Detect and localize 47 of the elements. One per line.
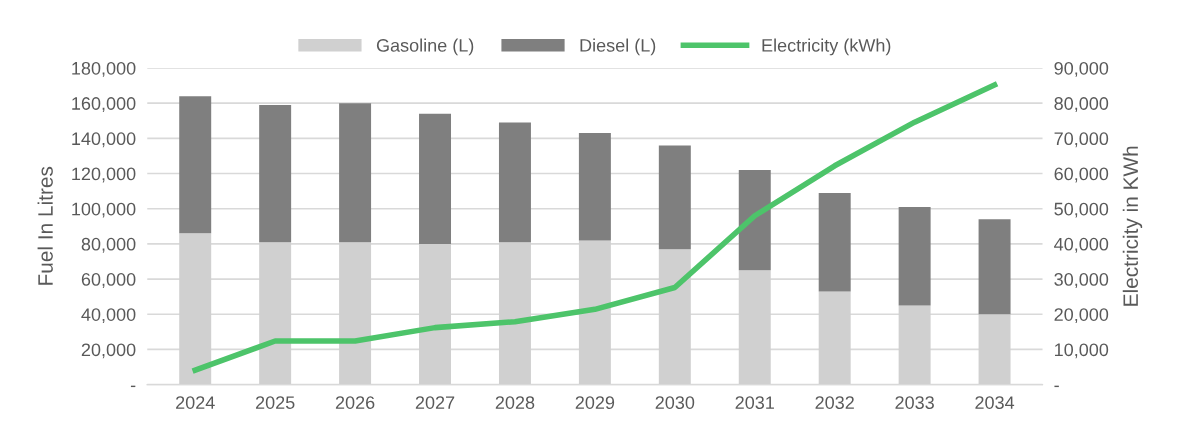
x-tick-label: 2027 (415, 396, 455, 409)
y2-tick-label: 90,000 (1054, 61, 1109, 77)
y2-tick-label: - (1054, 385, 1059, 388)
y-tick-label: 40,000 (81, 308, 136, 324)
bar (818, 192, 851, 292)
bar (978, 219, 1011, 315)
y2-tick-label: 30,000 (1054, 273, 1109, 288)
y-tick-label: 20,000 (81, 343, 136, 359)
y2-tick-label: 10,000 (1055, 343, 1109, 359)
y2-tick-label: 80,000 (1054, 97, 1109, 113)
bar (578, 133, 611, 241)
y-tick-label: 60,000 (81, 273, 136, 288)
bar (419, 113, 452, 244)
y-tick-label: 160,000 (72, 97, 136, 113)
legend-label: Gasoline (L) (376, 38, 474, 56)
y2-tick-label: 60,000 (1054, 167, 1109, 183)
bar (658, 145, 691, 250)
x-tick-label: 2033 (895, 396, 934, 409)
bar (259, 104, 292, 243)
x-tick-label: 2032 (815, 396, 854, 409)
y2-axis-title: Electricity in KWh (1122, 146, 1143, 306)
bar (498, 122, 531, 243)
y-tick-label: 120,000 (72, 167, 136, 183)
x-tick-label: 2030 (655, 396, 695, 409)
bar (898, 206, 931, 306)
y-tick-label: 80,000 (81, 237, 136, 253)
legend-label: Diesel (L) (580, 38, 656, 56)
x-tick-label: 2034 (975, 396, 1015, 409)
y2-tick-label: 20,000 (1054, 308, 1109, 324)
y-axis-title: Fuel In Litres (37, 166, 53, 285)
y2-tick-label: 40,000 (1054, 237, 1109, 253)
x-tick-label: 2026 (335, 396, 375, 409)
x-tick-label: 2028 (495, 396, 535, 409)
y2-tick-label: 70,000 (1054, 132, 1109, 148)
x-tick-label: 2029 (575, 396, 615, 409)
x-tick-label: 2031 (735, 396, 774, 409)
bar (179, 96, 212, 234)
y-tick-label: 140,000 (72, 132, 136, 148)
y-tick-label: 180,000 (72, 61, 136, 77)
y-tick-label: 100,000 (72, 202, 136, 218)
y2-tick-label: 50,000 (1054, 202, 1109, 218)
x-tick-label: 2025 (255, 396, 295, 409)
x-tick-label: 2024 (176, 396, 215, 409)
bar (738, 170, 771, 271)
y-tick-label: - (130, 385, 136, 388)
bar (339, 103, 372, 243)
legend-label: Electricity (kWh) (762, 38, 891, 56)
